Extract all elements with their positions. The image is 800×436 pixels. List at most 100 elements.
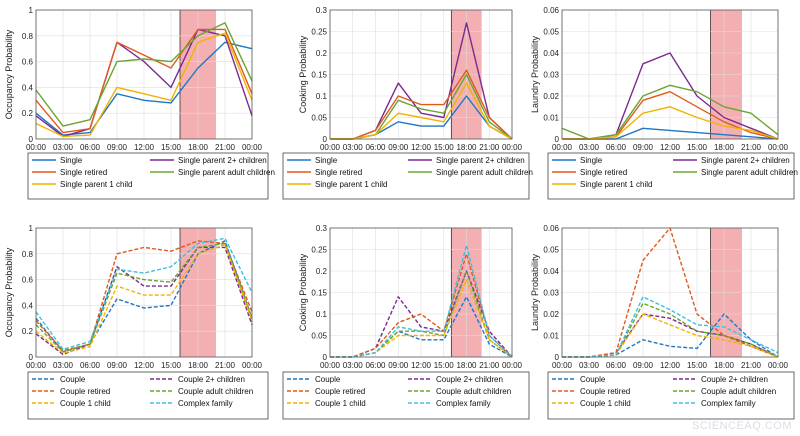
legend-label: Single [580, 156, 603, 165]
y-tick-label: 0.8 [22, 250, 34, 259]
legend-label: Couple adult children [701, 387, 776, 396]
y-tick-label: 1 [29, 224, 34, 233]
chart-laund-single: 0 0.01 0.02 0.03 0.04 0.05 0.06 00:00 03:00 06:00… [530, 6, 798, 200]
y-axis-label: Cooking Probability [298, 253, 308, 331]
y-tick-label: 0.05 [543, 28, 559, 37]
legend-label: Single [60, 156, 83, 165]
legend-label: Single parent 1 child [60, 180, 133, 189]
legend-box [282, 152, 530, 200]
series-line-couple-retired [330, 253, 513, 358]
series-line-single-parent-1-child [562, 106, 779, 140]
legend-label: Couple 1 child [60, 399, 111, 408]
x-tick-label: 15:00 [161, 361, 182, 370]
legend-label: Couple 1 child [580, 399, 631, 408]
x-tick-label: 00:00 [26, 361, 47, 370]
legend-label: Couple adult children [436, 387, 511, 396]
legend-box [27, 371, 269, 420]
y-tick-label: 0.06 [543, 224, 559, 233]
x-tick-label: 12:00 [411, 361, 432, 370]
x-tick-label: 12:00 [660, 143, 681, 152]
legend-label: Couple retired [60, 387, 110, 396]
plot-frame [329, 9, 513, 140]
x-tick-label: 18:00 [456, 143, 477, 152]
y-tick-label: 0.02 [543, 92, 559, 101]
plot-frame [561, 9, 779, 140]
legend-label: Couple 2+ children [178, 375, 245, 384]
x-tick-label: 21:00 [215, 361, 236, 370]
x-tick-label: 15:00 [161, 143, 182, 152]
y-tick-label: 0.1 [316, 310, 328, 319]
series-line-couple-retired [35, 240, 253, 352]
x-tick-label: 00:00 [320, 143, 341, 152]
series-line-single-parent-adult-children [35, 22, 253, 127]
y-axis-label: Laundry Probability [530, 35, 540, 113]
x-tick-label: 18:00 [714, 143, 735, 152]
chart-cook-single: 00.050.10.150.20.250.300:00 03:00 06:00 09:… [282, 6, 533, 200]
series-line-couple [35, 240, 253, 353]
series-line-complex-family [35, 237, 253, 350]
y-tick-label: 0.8 [22, 32, 34, 41]
x-tick-label: 06:00 [80, 143, 101, 152]
legend-label: Single [315, 156, 338, 165]
x-tick-label: 06:00 [606, 361, 627, 370]
y-tick-label: 0 [323, 135, 328, 144]
x-tick-label: 03:00 [343, 361, 364, 370]
legend: Single Single parent 2+ children Single re… [547, 152, 798, 200]
legend-label: Complex family [436, 399, 491, 408]
y-tick-label: 0.03 [543, 71, 559, 80]
x-tick-label: 18:00 [188, 361, 209, 370]
y-tick-label: 0.2 [316, 49, 328, 58]
legend-label: Complex family [178, 399, 233, 408]
y-tick-label: 0.01 [543, 332, 559, 341]
y-tick-label: 0.25 [311, 246, 327, 255]
legend-label: Single parent 1 child [580, 180, 653, 189]
legend-label: Couple [60, 375, 86, 384]
x-tick-label: 09:00 [107, 361, 128, 370]
series-line-couple-1-child [35, 244, 253, 354]
series-line-single-retired [330, 69, 513, 140]
legend-label: Single parent 1 child [315, 180, 388, 189]
y-tick-label: 0.01 [543, 114, 559, 123]
y-tick-label: 0.06 [543, 6, 559, 15]
x-tick-label: 00:00 [242, 361, 263, 370]
x-tick-label: 09:00 [388, 361, 409, 370]
x-tick-label: 03:00 [579, 143, 600, 152]
y-tick-label: 0.2 [22, 109, 34, 118]
legend-label: Couple adult children [178, 387, 253, 396]
y-tick-label: 0.3 [316, 6, 328, 15]
legend: Couple Couple 2+ children Couple retired Co… [27, 371, 269, 420]
x-tick-label: 00:00 [26, 143, 47, 152]
legend-label: Single parent 2+ children [436, 156, 525, 165]
y-tick-label: 0.05 [311, 114, 327, 123]
chart-occ-single: 0 0.2 0.4 0.6 0.8 1 00:00 03:00 06:00 09:00 12:00 1… [4, 6, 275, 200]
x-tick-label: 15:00 [687, 361, 708, 370]
y-tick-label: 0.2 [316, 267, 328, 276]
x-tick-label: 21:00 [741, 143, 762, 152]
y-tick-label: 1 [29, 6, 34, 15]
x-tick-label: 18:00 [456, 361, 477, 370]
legend-box [27, 152, 269, 200]
series-line-single-retired [35, 28, 253, 134]
y-tick-label: 0.04 [543, 267, 559, 276]
y-tick-label: 0.02 [543, 310, 559, 319]
y-tick-label: 0 [555, 135, 560, 144]
x-tick-label: 15:00 [687, 143, 708, 152]
series-line-couple-adult-children [35, 242, 253, 353]
y-tick-label: 0.05 [543, 246, 559, 255]
legend: Single Single parent 2+ children Single re… [282, 152, 533, 200]
y-tick-label: 0.3 [316, 224, 328, 233]
x-tick-label: 21:00 [479, 361, 500, 370]
legend-label: Single retired [580, 168, 627, 177]
plot-frame [329, 227, 513, 358]
legend-label: Couple 1 child [315, 399, 366, 408]
x-tick-label: 15:00 [434, 361, 455, 370]
x-tick-label: 00:00 [768, 143, 789, 152]
legend: Single Single parent 2+ children Single re… [27, 152, 275, 200]
x-tick-label: 09:00 [633, 361, 654, 370]
x-tick-label: 21:00 [741, 361, 762, 370]
y-tick-label: 0 [323, 353, 328, 362]
x-tick-label: 06:00 [606, 143, 627, 152]
y-tick-label: 0.25 [311, 28, 327, 37]
legend-label: Couple 2+ children [701, 375, 768, 384]
